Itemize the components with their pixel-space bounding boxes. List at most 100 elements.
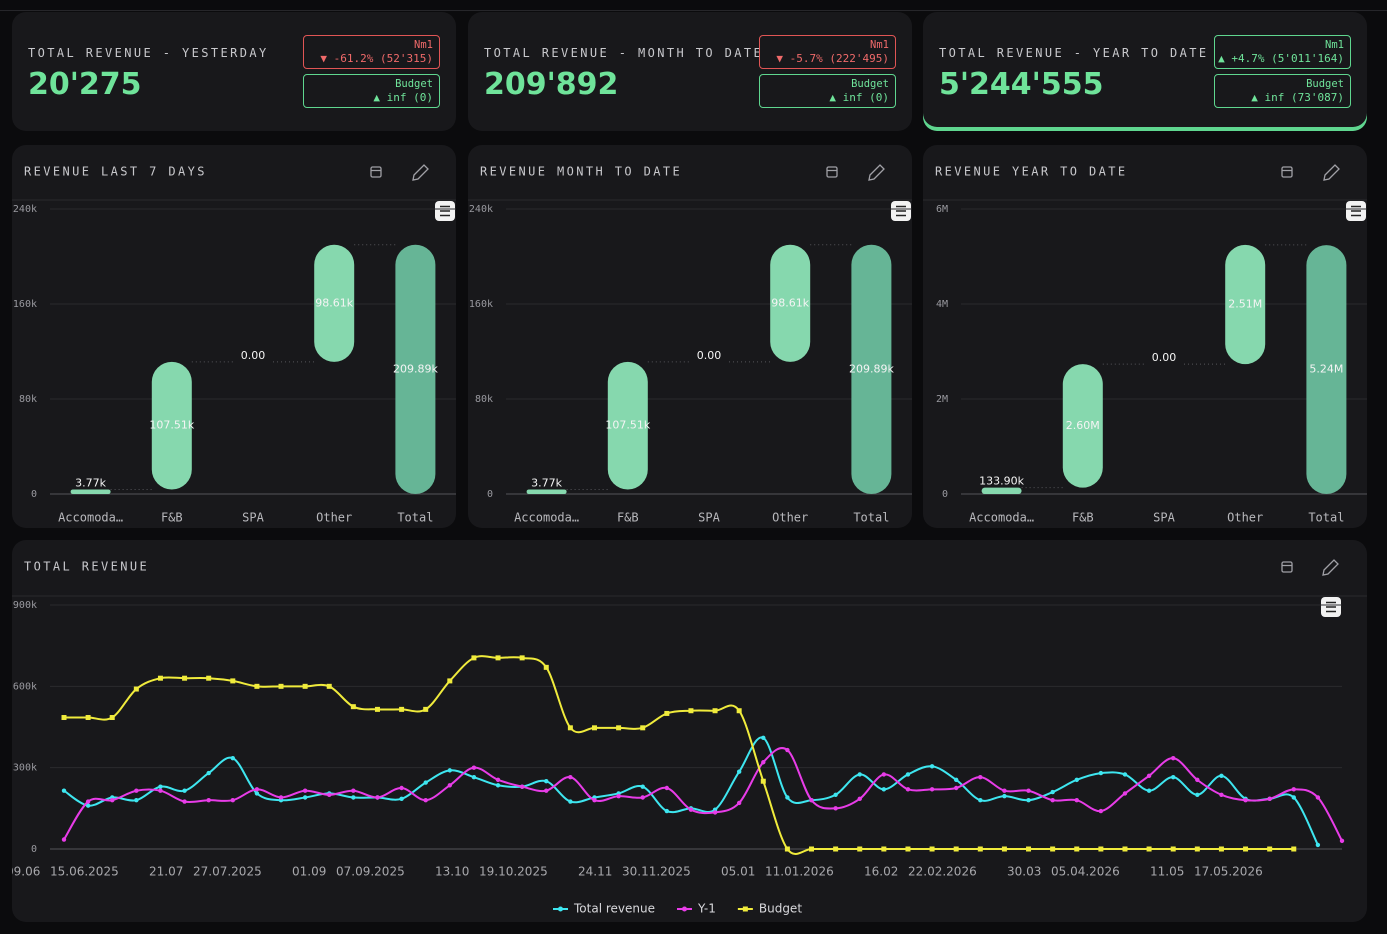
marker <box>1218 846 1224 852</box>
kpi-card[interactable]: TOTAL REVENUE - YEAR TO DATE 5'244'555 N… <box>923 12 1367 131</box>
marker <box>1050 798 1055 803</box>
marker <box>351 795 356 800</box>
y-tick-label: 80k <box>475 394 493 405</box>
calendar-button[interactable] <box>1281 561 1293 573</box>
marker <box>1074 798 1079 803</box>
y-tick-label: 0 <box>487 489 493 500</box>
menu-button[interactable] <box>435 201 455 221</box>
marker <box>374 706 380 712</box>
kpi-card[interactable]: TOTAL REVENUE - YESTERDAY 20'275 Nm1 ▼ -… <box>12 12 456 131</box>
marker <box>326 683 332 689</box>
marker <box>327 792 332 797</box>
x-tick-label: 21.07 <box>149 865 183 879</box>
bar <box>70 489 111 494</box>
chart-title: TOTAL REVENUE <box>24 560 149 574</box>
value-label: 3.77k <box>531 477 562 490</box>
marker <box>978 774 983 780</box>
x-tick-label: SPA <box>1153 511 1175 525</box>
menu-button[interactable] <box>891 201 911 221</box>
marker <box>182 788 187 793</box>
marker <box>1243 798 1248 803</box>
marker <box>471 765 477 770</box>
nm1-delta: ▲ +4.7% (5'011'164) <box>1218 52 1344 65</box>
marker <box>664 710 670 716</box>
marker <box>519 655 525 661</box>
x-tick-label: Accomoda… <box>514 511 579 525</box>
marker <box>447 783 453 788</box>
edit-button[interactable] <box>868 164 885 181</box>
y-tick-label: 160k <box>13 299 37 310</box>
chart-panel: REVENUE LAST 7 DAYS 0 80k 160k 240k 3.77k Acc… <box>12 145 456 528</box>
x-tick-label: 30.03 <box>1007 865 1041 879</box>
top-bar <box>0 0 1387 11</box>
marker <box>495 777 501 783</box>
legend-label[interactable]: Y-1 <box>697 902 716 916</box>
marker <box>182 675 188 681</box>
marker <box>616 793 621 799</box>
chart: REVENUE LAST 7 DAYS 0 80k 160k 240k 3.77k Acc… <box>12 164 456 525</box>
marker <box>399 706 405 712</box>
marker <box>447 678 453 684</box>
calendar-button[interactable] <box>826 166 838 178</box>
marker <box>543 664 549 670</box>
marker <box>1122 772 1128 777</box>
x-tick-label: Total <box>853 511 889 525</box>
marker <box>833 806 838 811</box>
y-tick-label: 240k <box>469 204 493 215</box>
calendar-button[interactable] <box>1281 166 1293 178</box>
x-tick-label: Total <box>1308 511 1344 525</box>
marker <box>1194 846 1200 852</box>
budget-box: Budget ▲ inf (0) <box>303 74 440 108</box>
marker <box>85 803 91 808</box>
x-tick-label: F&B <box>1072 511 1094 525</box>
value-label: 98.61k <box>771 296 809 309</box>
menu-button[interactable] <box>1321 597 1341 617</box>
edit-button[interactable] <box>1322 559 1339 576</box>
y-tick-label: 160k <box>469 299 493 310</box>
x-tick-label: F&B <box>617 511 639 525</box>
marker <box>158 788 163 793</box>
budget-label: Budget <box>395 78 433 90</box>
chart: REVENUE YEAR TO DATE 0 2M 4M 6M 133.90k Accom… <box>923 164 1367 525</box>
edit-button[interactable] <box>412 164 429 181</box>
legend-swatch <box>681 906 687 912</box>
nm1-delta: ▼ -61.2% (52'315) <box>320 52 433 65</box>
marker <box>447 768 453 773</box>
budget-label: Budget <box>1306 78 1344 90</box>
legend-label[interactable]: Budget <box>759 902 802 916</box>
value-label: 209.89k <box>393 362 438 375</box>
bar <box>1062 364 1103 488</box>
y-tick-label: 600k <box>13 681 37 692</box>
budget-delta: ▲ inf (0) <box>373 91 433 104</box>
calendar-button[interactable] <box>370 166 382 178</box>
menu-button[interactable] <box>1346 201 1366 221</box>
marker <box>785 747 790 753</box>
bar <box>1306 245 1347 494</box>
marker <box>230 798 235 803</box>
nm1-label: Nm1 <box>414 39 433 51</box>
marker <box>61 837 67 842</box>
value-label: 2.60M <box>1066 419 1100 432</box>
legend-label[interactable]: Total revenue <box>573 902 655 916</box>
marker <box>1050 789 1055 795</box>
y-tick-label: 0 <box>31 844 37 855</box>
marker <box>133 686 139 692</box>
x-tick-label: 05.04.2026 <box>1051 865 1120 879</box>
kpi-card[interactable]: TOTAL REVENUE - MONTH TO DATE 209'892 Nm… <box>468 12 912 131</box>
marker <box>134 798 139 803</box>
y-tick-label: 80k <box>19 394 37 405</box>
marker <box>905 787 911 792</box>
x-tick-label: Other <box>772 511 808 525</box>
budget-label: Budget <box>851 78 889 90</box>
edit-button[interactable] <box>1323 164 1340 181</box>
marker <box>664 808 670 814</box>
marker <box>592 798 597 803</box>
marker <box>1291 846 1297 852</box>
marker <box>1146 773 1152 778</box>
marker <box>1074 846 1080 852</box>
marker <box>953 785 959 791</box>
marker <box>351 788 356 793</box>
marker <box>760 778 766 784</box>
y-tick-label: 4M <box>936 299 948 310</box>
y-tick-label: 0 <box>942 489 948 500</box>
